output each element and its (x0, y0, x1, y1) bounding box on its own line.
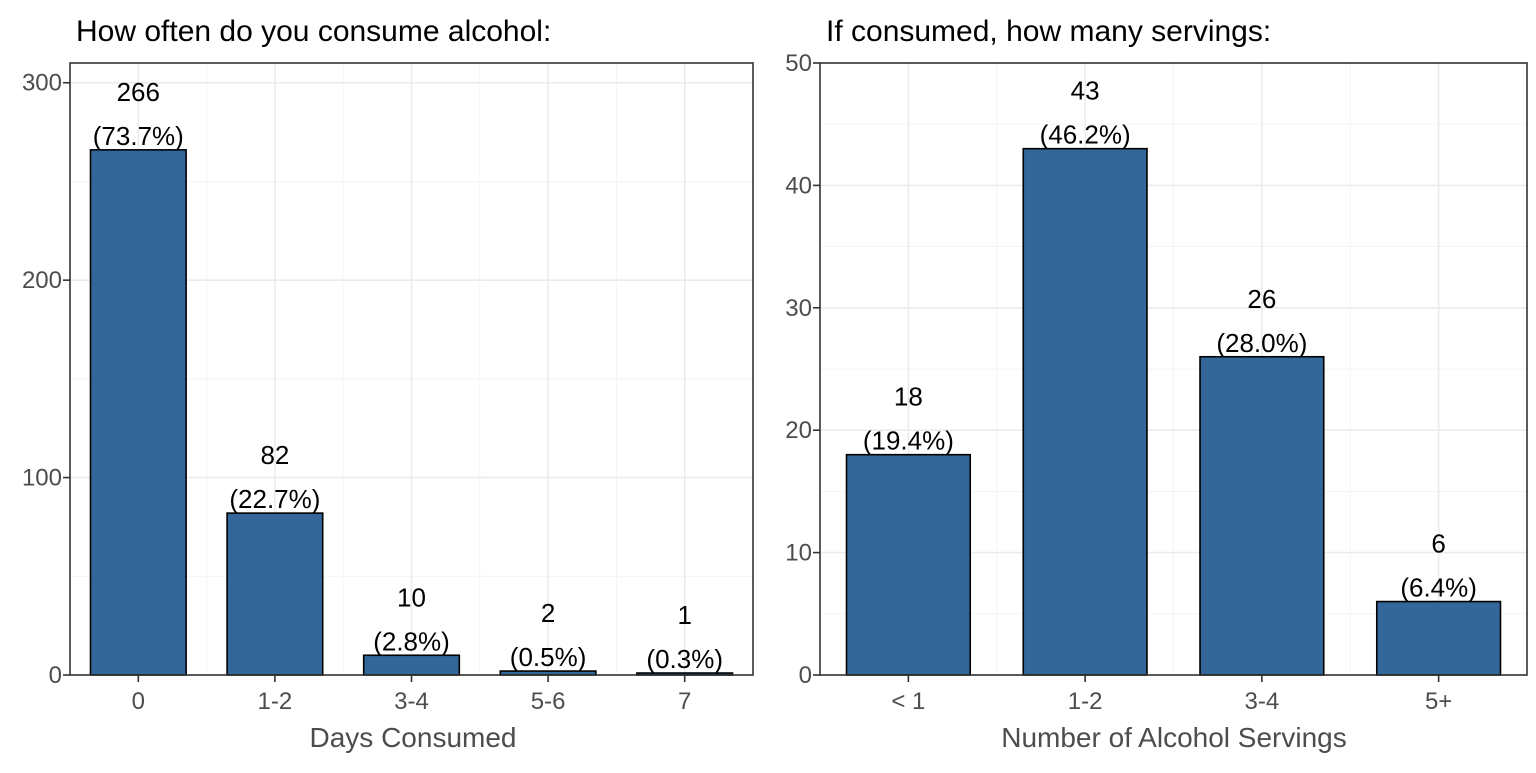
y-tick-label: 0 (49, 662, 62, 689)
bar-label-percent: (2.8%) (373, 626, 450, 656)
y-tick-label: 20 (785, 417, 812, 444)
bar-label-percent: (6.4%) (1400, 573, 1477, 603)
bar (845, 453, 972, 676)
x-tick-label: 0 (132, 688, 145, 715)
bar (1199, 355, 1325, 676)
plot-area: 0 100 200 300 0 1-2 3-4 5-6 7 (73.7%) 266 (22.7%) 82… (22, 62, 754, 715)
bar-label-count: 18 (894, 382, 923, 412)
bar-label-percent: (22.7%) (229, 484, 320, 514)
days-consumed-chart: 0 100 200 300 0 1-2 3-4 5-6 7 (73.7%) 266 (22.7%) 82… (22, 15, 754, 753)
x-axis-title: Days Consumed (310, 722, 517, 753)
bar-label-count: 6 (1431, 529, 1445, 559)
x-tick-label: 1-2 (258, 688, 293, 715)
x-tick-label: 7 (678, 688, 691, 715)
bar-label-percent: (28.0%) (1216, 328, 1307, 358)
bar-label-count: 26 (1247, 284, 1276, 314)
bar-label-count: 1 (677, 600, 691, 630)
bar-label-percent: (46.2%) (1040, 120, 1131, 150)
x-tick-label: 5+ (1425, 688, 1452, 715)
bar-label-percent: (73.7%) (93, 121, 184, 151)
x-tick-label: 3-4 (1245, 688, 1280, 715)
y-tick-label: 30 (785, 295, 812, 322)
bar-label-count: 43 (1071, 76, 1100, 106)
bar (1375, 600, 1502, 676)
servings-chart: 0 10 20 30 40 50 < 1 1-2 3-4 5+ (19.4%) 18 (46.2%) 43… (785, 15, 1528, 753)
x-tick-label: 5-6 (531, 688, 566, 715)
bar-label-percent: (19.4%) (863, 426, 954, 456)
y-tick-label: 300 (22, 70, 62, 97)
bar-label-count: 2 (541, 598, 555, 628)
y-tick-label: 200 (22, 267, 62, 294)
panel-border (69, 62, 754, 676)
bar-label-count: 266 (117, 77, 160, 107)
bar (1022, 147, 1148, 676)
x-tick-label: 1-2 (1068, 688, 1103, 715)
x-axis-title: Number of Alcohol Servings (1001, 722, 1347, 753)
y-tick-label: 10 (785, 540, 812, 567)
chart-title: If consumed, how many servings: (826, 15, 1271, 48)
plot-area: 0 10 20 30 40 50 < 1 1-2 3-4 5+ (19.4%) 18 (46.2%) 43… (785, 50, 1528, 715)
y-tick-label: 40 (785, 172, 812, 199)
y-tick-label: 50 (785, 50, 812, 77)
panel-border (819, 62, 1528, 676)
chart-title: How often do you consume alcohol: (76, 15, 551, 48)
bar (362, 654, 461, 676)
bar (89, 149, 187, 676)
y-tick-label: 100 (22, 465, 62, 492)
bar-label-percent: (0.3%) (646, 644, 723, 674)
x-tick-label: 3-4 (394, 688, 429, 715)
bar (226, 512, 324, 676)
bar-label-count: 10 (397, 582, 426, 612)
bar-label-percent: (0.5%) (510, 642, 587, 672)
bar-label-count: 82 (260, 440, 289, 470)
x-tick-label: < 1 (891, 688, 925, 715)
y-tick-label: 0 (799, 662, 812, 689)
